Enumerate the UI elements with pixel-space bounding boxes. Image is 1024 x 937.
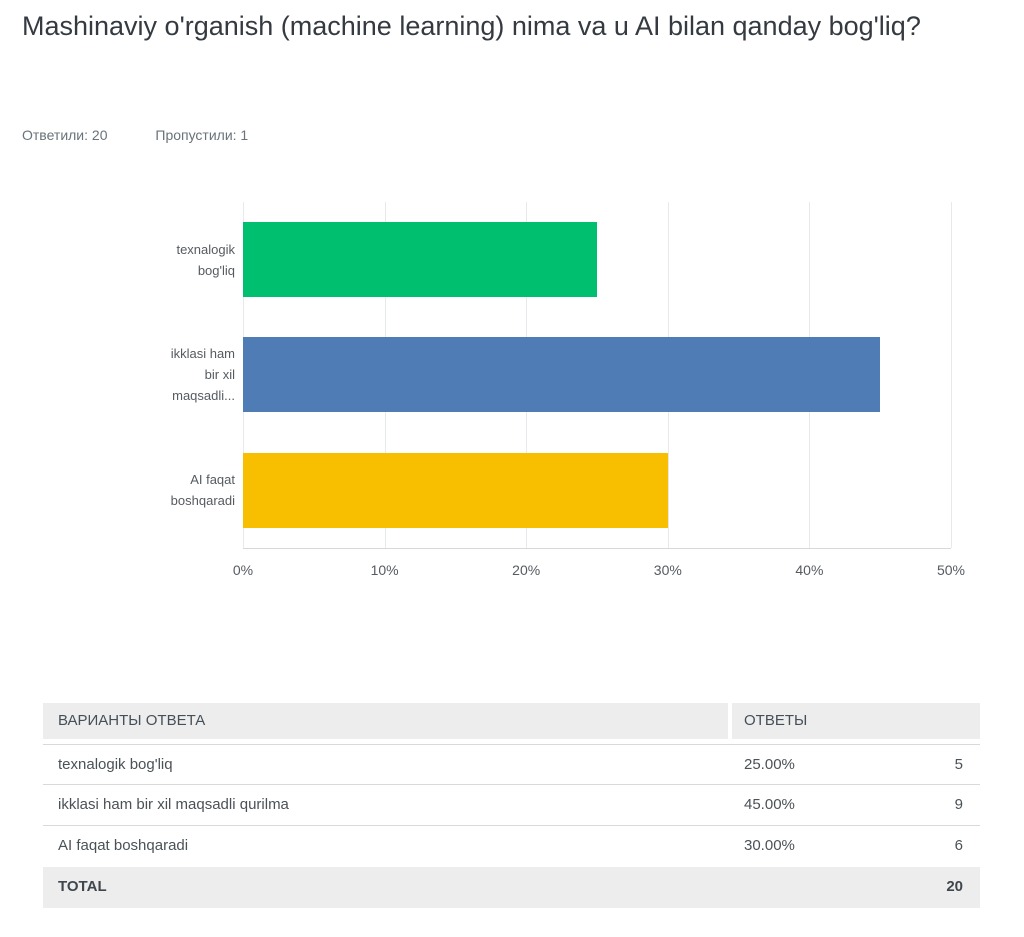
chart-bar-1 <box>243 222 597 298</box>
table-body: texnalogik bog'liq 25.00% 5 ikklasi ham bir… <box>43 744 980 867</box>
header-responses: ОТВЕТЫ <box>732 703 980 739</box>
category-label: texnalogik bog'liq <box>0 202 235 317</box>
category-label-line: AI faqat <box>190 472 235 488</box>
answer-count: 5 <box>954 756 963 773</box>
category-label: AI faqat boshqaradi <box>0 433 235 548</box>
total-label: TOTAL <box>58 878 107 895</box>
bar-band <box>243 202 951 317</box>
x-tick-label: 50% <box>936 562 966 578</box>
response-stats: Ответили: 20 Пропустили: 1 <box>22 127 248 143</box>
category-label: ikklasi ham bir xil maqsadli... <box>0 317 235 432</box>
table-row: AI faqat boshqaradi 30.00% 6 <box>43 826 980 867</box>
answered-count: Ответили: 20 <box>22 127 108 143</box>
answer-percent: 25.00% <box>744 756 795 773</box>
bar-series <box>243 202 951 548</box>
bar-chart-plot <box>243 202 952 549</box>
category-label-line: ikklasi ham <box>170 346 235 362</box>
question-title: Mashinaviy o'rganish (machine learning) … <box>22 11 921 41</box>
answer-count: 9 <box>954 796 963 813</box>
chart-bar-3 <box>243 452 668 528</box>
category-label-line: bog'liq <box>197 262 235 278</box>
category-label-line: bir xil <box>204 367 235 383</box>
total-count: 20 <box>946 878 963 895</box>
answers-table: ВАРИАНТЫ ОТВЕТА ОТВЕТЫ texnalogik bog'li… <box>43 703 980 908</box>
answer-label: AI faqat boshqaradi <box>58 837 189 854</box>
x-tick-label: 30% <box>653 562 682 578</box>
table-header-row: ВАРИАНТЫ ОТВЕТА ОТВЕТЫ <box>43 703 980 739</box>
table-total-row: TOTAL 20 <box>43 867 980 908</box>
header-answer-choices: ВАРИАНТЫ ОТВЕТА <box>43 703 728 739</box>
x-tick-label: 40% <box>795 562 824 578</box>
total-percent <box>744 867 864 908</box>
category-label-line: texnalogik <box>176 241 235 257</box>
answer-label: texnalogik bog'liq <box>58 756 173 773</box>
answer-count: 6 <box>954 837 963 854</box>
skipped-count: Пропустили: 1 <box>155 127 249 143</box>
answer-percent: 45.00% <box>744 796 795 813</box>
answer-percent: 30.00% <box>744 837 795 854</box>
bar-band <box>243 433 951 548</box>
table-row: ikklasi ham bir xil maqsadli qurilma 45.0… <box>43 785 980 826</box>
category-labels: texnalogik bog'liq ikklasi ham bir xil maqsa… <box>0 202 235 548</box>
x-axis: 0% 10% 20% 30% 40% 50% <box>233 562 965 584</box>
answer-label: ikklasi ham bir xil maqsadli qurilma <box>58 796 289 813</box>
x-tick-label: 20% <box>512 562 541 578</box>
bar-band <box>243 317 951 432</box>
chart-bar-2 <box>243 337 881 413</box>
header-gap <box>728 703 732 739</box>
x-tick-label: 10% <box>370 562 399 578</box>
gridline-50% <box>951 202 952 548</box>
x-tick-label: 0% <box>232 562 254 578</box>
category-label-line: maqsadli... <box>172 388 235 404</box>
category-label-line: boshqaradi <box>170 493 235 509</box>
table-row: texnalogik bog'liq 25.00% 5 <box>43 744 980 785</box>
